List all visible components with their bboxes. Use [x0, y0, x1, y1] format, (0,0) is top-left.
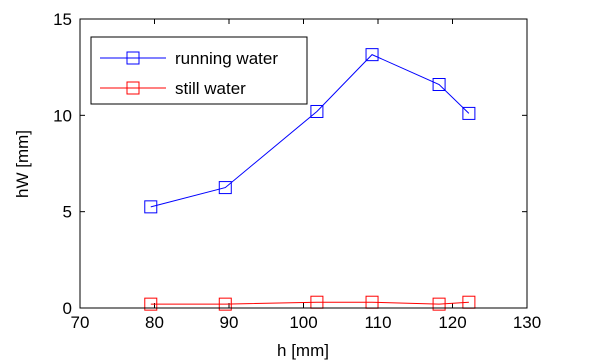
- legend-label: running water: [175, 49, 278, 68]
- data-point-marker: [310, 104, 324, 118]
- legend: running water still water: [90, 36, 308, 105]
- x-tick-label: 120: [438, 313, 466, 332]
- x-tick-label: 100: [289, 313, 317, 332]
- y-tick-label: 10: [53, 106, 72, 125]
- y-tick-labels: 0 5 10 15: [53, 10, 72, 318]
- data-point-marker: [144, 200, 158, 214]
- plot-frame: [79, 18, 528, 309]
- y-axis-title: hW [mm]: [13, 130, 32, 198]
- x-tick-label: 80: [145, 313, 164, 332]
- series-running-water: [144, 48, 476, 214]
- data-point-marker: [365, 48, 379, 62]
- legend-label: still water: [175, 79, 246, 98]
- data-point-marker: [218, 181, 232, 195]
- x-tick-labels: 70 80 90 100 110 120 130: [71, 313, 542, 332]
- x-tick-label: 130: [513, 313, 541, 332]
- x-tick-label: 110: [364, 313, 391, 332]
- data-point-marker: [432, 78, 446, 92]
- series-line: [150, 301, 469, 305]
- data-point-marker: [432, 297, 446, 311]
- data-point-marker: [218, 297, 232, 311]
- data-point-marker: [144, 297, 158, 311]
- x-tick-label: 90: [220, 313, 239, 332]
- legend-marker: [126, 51, 140, 65]
- y-tick-label: 0: [63, 299, 72, 318]
- x-tick-label: 70: [71, 313, 90, 332]
- y-tick-label: 15: [53, 10, 72, 29]
- legend-marker: [126, 81, 140, 95]
- y-tick-label: 5: [63, 203, 72, 222]
- x-axis-title: h [mm]: [277, 341, 329, 360]
- data-point-marker: [462, 106, 476, 120]
- series-line: [150, 54, 470, 208]
